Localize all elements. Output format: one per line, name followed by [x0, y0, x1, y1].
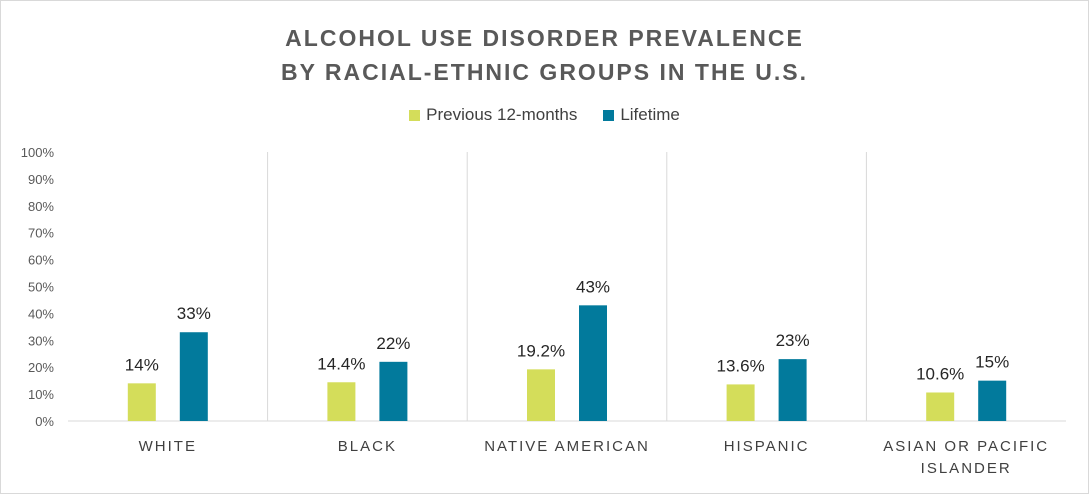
data-label: 22%	[376, 334, 410, 353]
bar-lifetime	[978, 380, 1007, 421]
data-label: 33%	[177, 304, 211, 323]
x-tick-label: HISPANIC	[724, 438, 810, 455]
y-tick-label: 50%	[28, 280, 54, 295]
bar-previous-12-months	[127, 383, 156, 421]
x-tick-label: WHITE	[139, 438, 197, 455]
data-label: 14%	[125, 355, 159, 374]
chart-title: ALCOHOL USE DISORDER PREVALENCE BY RACIA…	[1, 21, 1088, 89]
y-tick-label: 80%	[28, 199, 54, 214]
data-label: 15%	[975, 353, 1009, 372]
y-tick-label: 20%	[28, 360, 54, 375]
bar-previous-12-months	[926, 392, 955, 421]
bar-lifetime	[379, 361, 408, 421]
data-label: 43%	[576, 277, 610, 296]
bar-lifetime	[579, 305, 607, 421]
bar-lifetime	[179, 332, 208, 421]
bar-lifetime	[778, 359, 807, 421]
legend-label-previous-12-months: Previous 12-months	[426, 105, 578, 124]
legend-swatch-lifetime	[603, 109, 615, 121]
data-label: 23%	[776, 331, 810, 350]
bar-previous-12-months	[327, 382, 356, 421]
chart-title-line-1: ALCOHOL USE DISORDER PREVALENCE	[285, 25, 804, 51]
x-tick-label: BLACK	[338, 438, 397, 455]
bar-previous-12-months	[726, 384, 755, 421]
data-label: 13.6%	[716, 356, 764, 375]
x-tick-label: ISLANDER	[921, 460, 1012, 477]
x-tick-label: NATIVE AMERICAN	[484, 438, 650, 455]
data-label: 10.6%	[916, 364, 964, 383]
legend-swatch-previous-12-months	[409, 109, 421, 121]
bar-previous-12-months	[527, 369, 555, 421]
y-tick-label: 10%	[28, 387, 54, 402]
y-tick-label: 90%	[28, 172, 54, 187]
legend-item-previous-12-months: Previous 12-months	[409, 105, 577, 125]
data-label: 14.4%	[317, 354, 365, 373]
y-tick-label: 70%	[28, 226, 54, 241]
x-tick-label: ASIAN OR PACIFIC	[883, 438, 1049, 455]
y-tick-label: 40%	[28, 306, 54, 321]
data-label: 19.2%	[517, 341, 565, 360]
legend-item-lifetime: Lifetime	[603, 105, 680, 125]
y-tick-label: 100%	[21, 145, 55, 160]
y-tick-label: 30%	[28, 333, 54, 348]
legend-label-lifetime: Lifetime	[620, 105, 680, 124]
chart-title-line-2: BY RACIAL-ETHNIC GROUPS IN THE U.S.	[280, 59, 809, 85]
chart-legend: Previous 12-months Lifetime	[1, 105, 1088, 125]
y-tick-label: 60%	[28, 253, 54, 268]
y-tick-label: 0%	[35, 414, 54, 429]
